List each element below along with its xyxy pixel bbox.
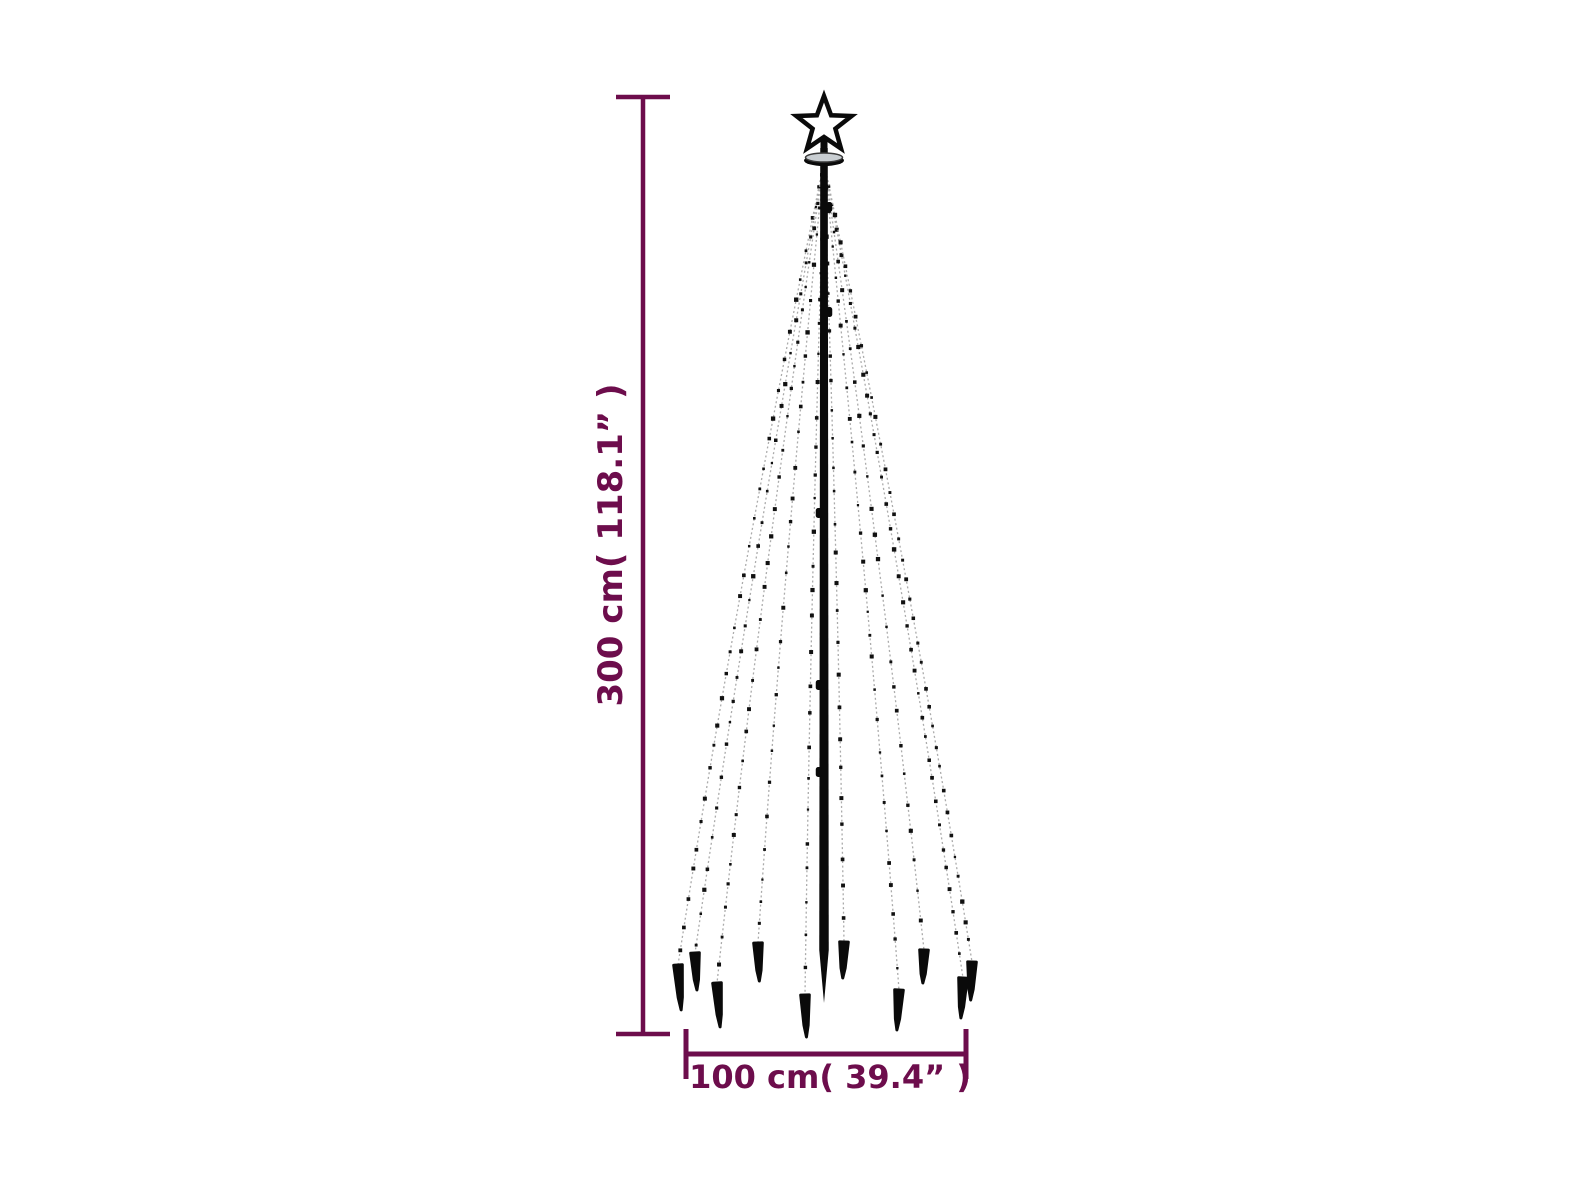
ground-spike [957,976,969,1020]
tree-pole [815,148,833,1003]
dimension-lines [616,94,969,1079]
light-string [694,161,825,954]
ground-spike [918,948,930,985]
vertical-dimension-label: 300 cm( 118.1” ) [591,383,631,706]
ground-spike [672,963,684,1012]
pole-clip [826,202,833,212]
pole-clip [815,680,822,690]
ground-spike [799,993,811,1039]
light-string [823,161,973,963]
tree-topper [790,89,858,166]
light-string [823,161,964,979]
ground-spike [711,981,723,1029]
light-string [757,161,825,944]
star-mount [820,128,828,158]
pole-clip [826,307,833,317]
ground-spikes [672,940,978,1039]
horizontal-dimension-label: 100 cm( 39.4” ) [689,1058,971,1096]
light-string [716,161,825,984]
ground-spike [966,960,978,1002]
collar-ring [804,152,844,163]
light-string [823,161,925,951]
star-icon [790,89,858,154]
ground-spike [689,951,701,992]
ground-spike [752,941,764,983]
ground-spike [893,988,905,1032]
light-string [823,161,900,991]
pole-clip [815,508,822,518]
pole-shaft [819,148,829,1003]
light-string [677,161,825,966]
ground-spike [838,940,850,980]
pole-clip [815,767,822,777]
